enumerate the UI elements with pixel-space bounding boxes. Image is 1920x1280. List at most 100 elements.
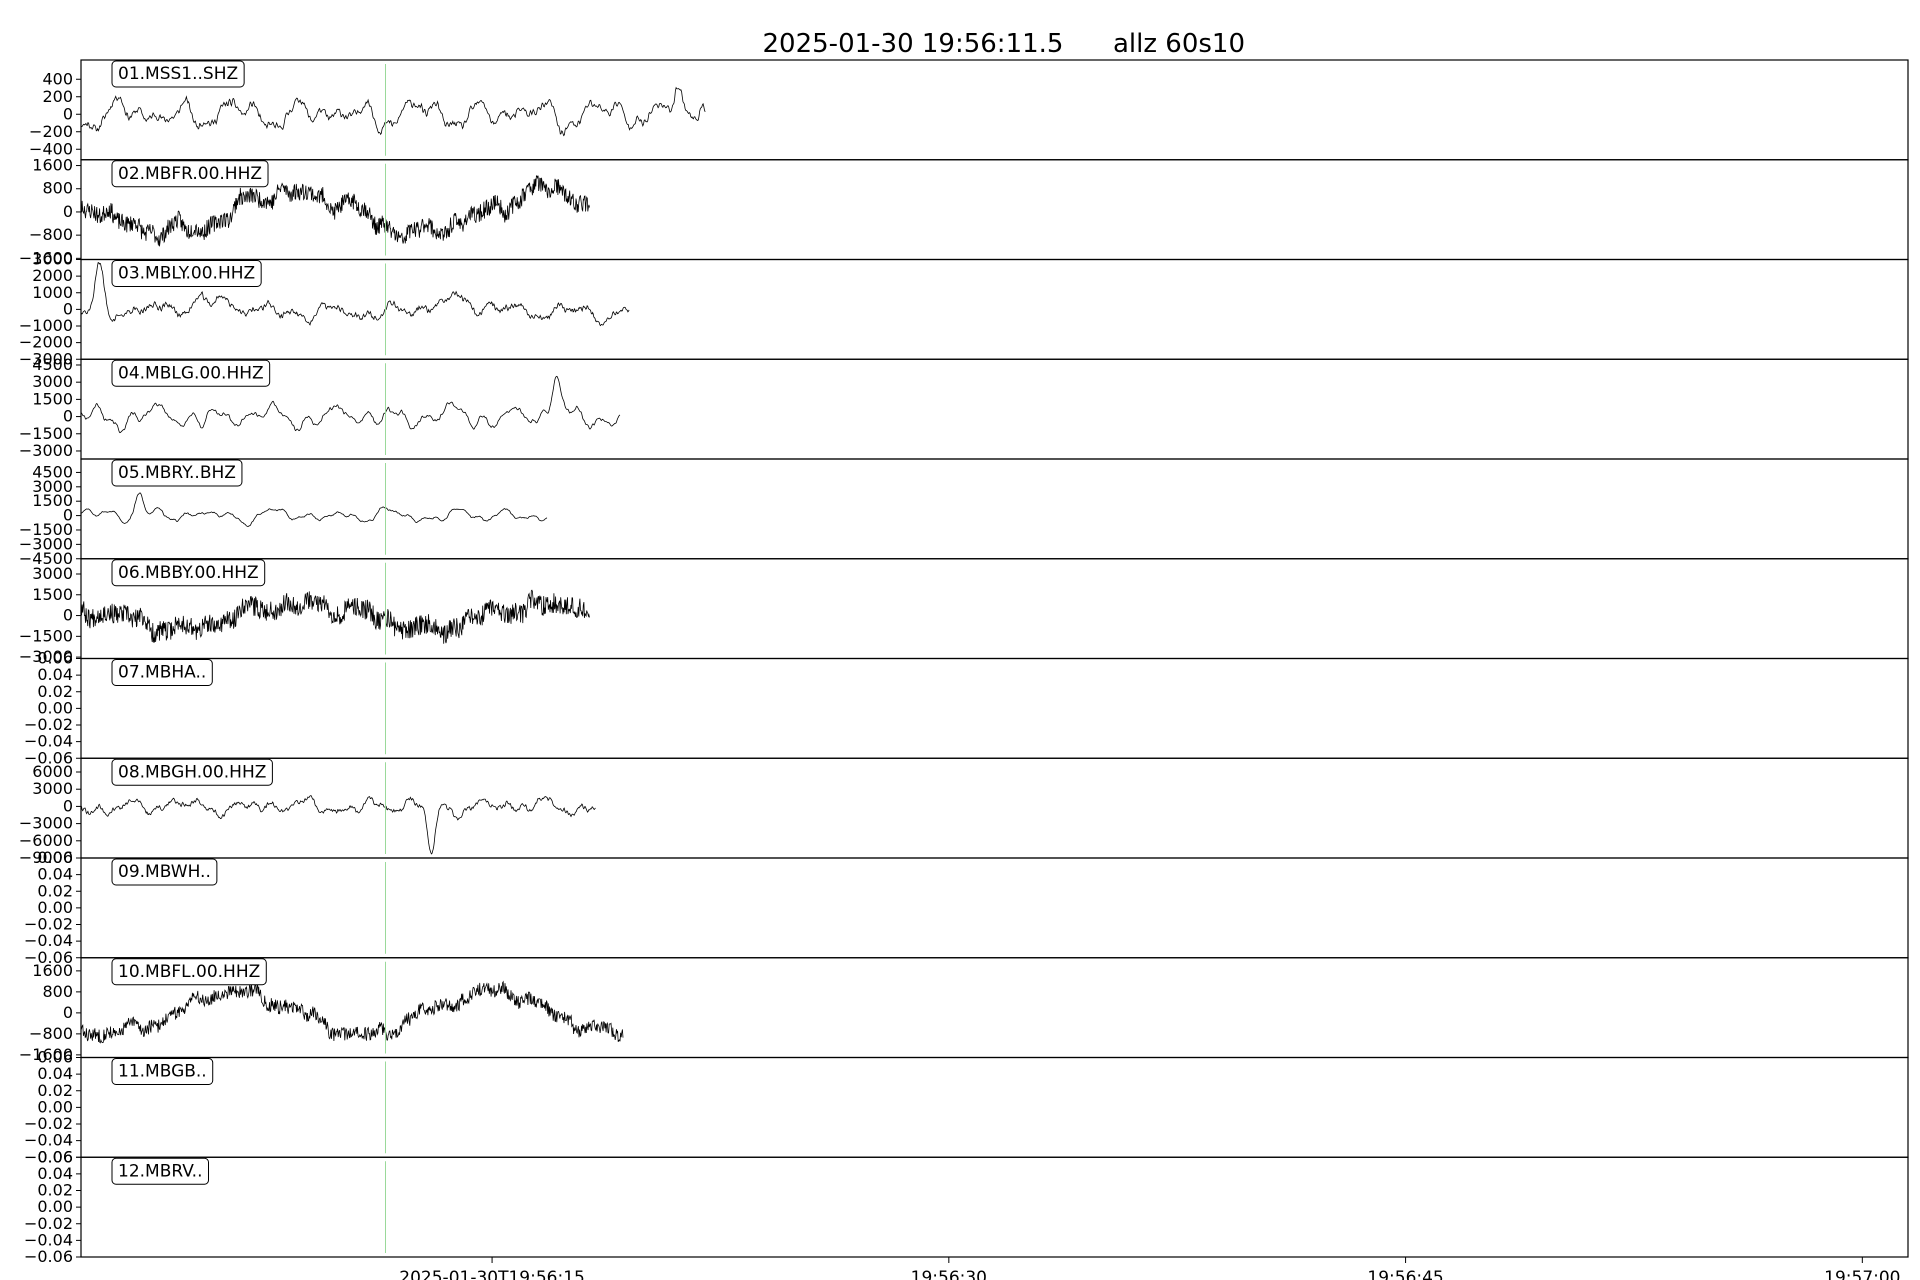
trace-panels: 4002000−200−40001.MSS1..SHZ16008000−800−…	[19, 59, 1909, 1266]
y-tick-label: 0.06	[37, 848, 73, 867]
panel-frame	[80, 857, 1909, 959]
station-label: 11.MBGB..	[118, 1062, 207, 1082]
y-tick-label: 3000	[32, 477, 73, 496]
y-tick-label: 200	[42, 87, 73, 106]
y-tick-label: 0	[63, 606, 73, 625]
y-tick-label: 3000	[32, 779, 73, 798]
panel-frame	[80, 1156, 1909, 1258]
y-tick-label: −9000	[19, 848, 73, 867]
y-tick-label: 1000	[32, 283, 73, 302]
waveform-trace	[80, 980, 624, 1044]
y-tick-label: 6000	[32, 762, 73, 781]
y-tick-label: 4500	[32, 462, 73, 481]
y-tick-label: −1500	[19, 520, 73, 539]
panel-frame	[80, 258, 1909, 360]
station-label-box	[111, 858, 218, 886]
station-label-box	[111, 958, 267, 986]
y-tick-label: 1500	[32, 389, 73, 408]
y-tick-label: 0	[63, 796, 73, 815]
y-tick-label: 1600	[32, 961, 73, 980]
y-tick-label: −200	[29, 122, 73, 141]
y-tick-label: 3000	[32, 564, 73, 583]
y-tick-label: −1600	[19, 248, 73, 267]
y-tick-label: −6000	[19, 831, 73, 850]
station-label-box	[111, 758, 273, 786]
panel-frame	[80, 1056, 1909, 1158]
y-tick-label: −3000	[19, 647, 73, 666]
y-tick-label: 0.02	[37, 1181, 73, 1200]
y-tick-label: 0.06	[37, 1147, 73, 1166]
y-tick-label: 4500	[32, 355, 73, 374]
y-tick-label: 400	[42, 69, 73, 88]
waveform-trace	[80, 375, 621, 434]
y-tick-label: 1600	[32, 156, 73, 175]
waveform-trace	[80, 175, 590, 247]
y-tick-label: 0.06	[37, 649, 73, 668]
y-tick-label: 0.00	[37, 1097, 73, 1116]
y-tick-label: 0	[63, 202, 73, 221]
y-tick-label: 0	[63, 1003, 73, 1022]
panel-frame	[80, 657, 1909, 759]
panel-frame	[80, 358, 1909, 460]
y-tick-label: −0.02	[24, 1214, 73, 1233]
panel-frame	[80, 159, 1909, 261]
station-label: 02.MBFR.00.HHZ	[118, 164, 262, 184]
y-tick-label: 0.00	[37, 1197, 73, 1216]
y-tick-label: −3000	[19, 349, 73, 368]
y-tick-label: −0.04	[24, 732, 73, 751]
y-tick-label: −1600	[19, 1045, 73, 1064]
y-tick-label: 0.00	[37, 898, 73, 917]
station-label-box	[111, 559, 266, 587]
y-tick-label: −0.06	[24, 748, 73, 767]
station-label: 10.MBFL.00.HHZ	[118, 962, 260, 982]
y-tick-label: −1500	[19, 424, 73, 443]
y-tick-label: −0.02	[24, 715, 73, 734]
station-label: 06.MBBY.00.HHZ	[118, 563, 259, 583]
waveform-trace	[80, 262, 630, 327]
station-label: 09.MBWH..	[118, 862, 211, 882]
x-tick-label: 19:56:45	[1367, 1268, 1443, 1280]
y-tick-label: 800	[42, 982, 73, 1001]
station-label-box	[111, 659, 213, 686]
y-tick-label: 0	[63, 104, 73, 123]
y-tick-label: 0	[63, 299, 73, 318]
y-tick-label: 0	[63, 506, 73, 525]
y-tick-label: 3000	[32, 372, 73, 391]
y-tick-label: 1500	[32, 491, 73, 510]
station-label-box	[111, 459, 243, 487]
x-tick-label: 2025-01-30T19:56:15	[399, 1268, 585, 1280]
figure-title-tag: allz 60s10	[1113, 29, 1245, 59]
station-label: 03.MBLY.00.HHZ	[118, 264, 255, 284]
y-tick-label: −0.04	[24, 1131, 73, 1150]
y-tick-label: −0.02	[24, 1114, 73, 1133]
station-label-box	[111, 60, 245, 88]
y-tick-label: −0.06	[24, 1247, 73, 1266]
y-tick-label: 0.04	[37, 665, 73, 684]
y-tick-label: 1500	[32, 585, 73, 604]
y-tick-label: −800	[29, 225, 73, 244]
waveform-trace	[80, 86, 706, 137]
station-label: 07.MBHA..	[118, 663, 206, 683]
y-tick-label: 0	[63, 407, 73, 426]
y-tick-label: −0.04	[24, 1230, 73, 1249]
station-label: 08.MBGH.00.HHZ	[118, 762, 266, 782]
y-tick-label: 800	[42, 179, 73, 198]
y-tick-label: 0.02	[37, 881, 73, 900]
y-tick-label: 3000	[32, 250, 73, 269]
trace-panel: 0.060.040.020.00−0.02−0.04−0.06 09.MBWH..	[24, 848, 1909, 967]
y-tick-label: −3000	[19, 534, 73, 553]
y-tick-label: −3000	[19, 441, 73, 460]
x-tick-label: 19:57:00	[1824, 1268, 1900, 1280]
station-label: 12.MBRV..	[118, 1161, 203, 1181]
y-tick-label: −1000	[19, 316, 73, 335]
station-label-box	[111, 359, 271, 387]
station-label-box	[111, 260, 262, 287]
station-label-box	[111, 160, 269, 188]
